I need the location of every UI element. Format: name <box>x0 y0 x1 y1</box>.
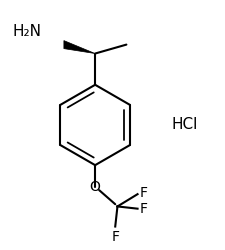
Text: F: F <box>139 186 147 200</box>
Text: F: F <box>139 202 147 216</box>
Polygon shape <box>64 40 95 54</box>
Text: HCl: HCl <box>171 118 197 132</box>
Text: F: F <box>111 230 119 244</box>
Text: H₂N: H₂N <box>13 24 41 39</box>
Text: O: O <box>89 180 100 194</box>
